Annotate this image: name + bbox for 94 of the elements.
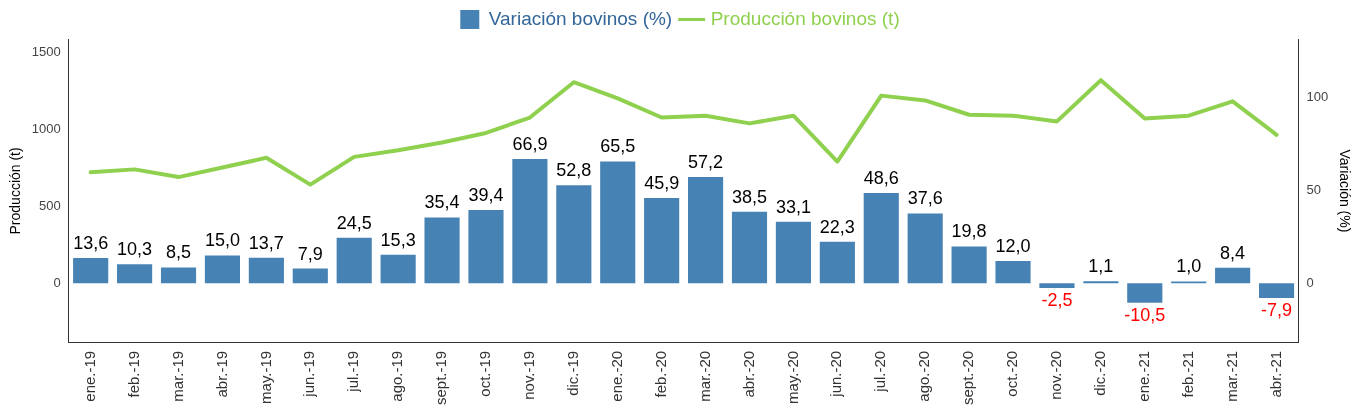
data-label: 15,0 (204, 230, 240, 251)
data-label: 19,8 (951, 221, 987, 242)
x-tick-label: sept.-19 (432, 350, 450, 405)
bar (468, 210, 504, 284)
bar (512, 158, 548, 284)
data-label: -10,5 (1124, 304, 1166, 325)
bar (336, 237, 372, 284)
x-tick-label: feb.-20 (651, 350, 669, 398)
x-tick-label: abr.-20 (739, 350, 757, 398)
data-label: 65,5 (600, 136, 636, 157)
x-tick-label: jul.-20 (871, 350, 889, 393)
data-label: 45,9 (644, 172, 680, 193)
x-tick-label: dic.-19 (563, 350, 581, 396)
bar (1127, 283, 1163, 303)
data-label: 13,7 (248, 232, 284, 253)
data-label: 66,9 (512, 133, 548, 154)
x-tick-label: ago.-19 (388, 350, 406, 402)
y-tick-label: 1500 (31, 43, 61, 59)
y2-tick-label: 0 (1306, 274, 1314, 290)
data-label: 10,3 (117, 239, 153, 260)
data-label: 33,1 (775, 196, 811, 217)
x-tick-label: oct.-20 (1003, 350, 1021, 397)
x-tick-label: mar.-21 (1222, 350, 1240, 402)
bar (951, 246, 987, 284)
bar (731, 211, 768, 284)
data-label: 1,0 (1176, 256, 1202, 277)
data-label: 8,4 (1220, 242, 1246, 263)
data-label: 52,8 (556, 160, 592, 181)
data-label: 48,6 (863, 167, 899, 188)
x-tick-label: mar.-20 (695, 350, 713, 402)
x-tick-label: feb.-19 (124, 350, 142, 398)
data-label: 38,5 (731, 186, 768, 207)
data-label: 13,6 (73, 232, 109, 253)
y-tick-label: 500 (39, 197, 61, 213)
bar (248, 257, 284, 284)
x-tick-label: jun.-19 (300, 350, 318, 398)
data-label: -7,9 (1261, 299, 1293, 320)
x-tick-label: oct.-19 (476, 350, 494, 397)
bar (688, 176, 724, 284)
data-label: 12,0 (995, 235, 1031, 256)
bar (775, 221, 811, 284)
bar (1039, 283, 1075, 288)
x-tick-label: mar.-19 (168, 350, 186, 402)
x-tick-label: may.-19 (256, 350, 274, 404)
x-tick-label: dic.-20 (1091, 350, 1109, 396)
y2-axis-title: Variación (%) (1336, 149, 1353, 233)
x-tick-label: nov.-20 (1047, 350, 1065, 400)
x-tick-label: abr.-19 (212, 350, 230, 398)
bar (424, 217, 460, 284)
y-tick-label: 0 (53, 274, 61, 290)
data-label: 35,4 (424, 192, 460, 213)
y2-tick-label: 50 (1306, 181, 1321, 197)
data-label: -2,5 (1041, 289, 1073, 310)
x-tick-label: feb.-21 (1178, 350, 1196, 398)
bar (819, 241, 855, 284)
x-tick-label: jul.-19 (344, 350, 362, 393)
legend-label: Producción bovinos (t) (710, 7, 900, 29)
data-label: 22,3 (819, 216, 855, 237)
x-tick-label: abr.-21 (1266, 350, 1284, 398)
x-tick-label: ene.-20 (607, 350, 625, 402)
data-label: 57,2 (688, 151, 724, 172)
x-tick-label: nov.-19 (520, 350, 538, 400)
bar (1215, 267, 1251, 284)
bar (1258, 283, 1295, 298)
bar (117, 264, 153, 284)
y2-tick-label: 100 (1306, 88, 1329, 104)
bar (73, 258, 109, 284)
bar (644, 197, 680, 284)
data-label: 39,4 (468, 185, 504, 206)
bar (863, 192, 899, 284)
bar (556, 185, 592, 284)
x-tick-label: jun.-20 (827, 350, 845, 398)
y-tick-label: 1000 (31, 120, 61, 136)
data-label: 7,9 (297, 243, 323, 264)
data-label: 8,5 (166, 242, 192, 263)
bar (1083, 281, 1119, 284)
data-label: 1,1 (1088, 256, 1114, 277)
y-axis-title: Producción (t) (7, 147, 24, 235)
x-tick-label: ago.-20 (915, 350, 933, 402)
x-tick-label: ene.-19 (80, 350, 98, 402)
bar (160, 267, 197, 284)
bar (204, 255, 241, 284)
data-label: 37,6 (907, 188, 943, 209)
legend-label: Variación bovinos (%) (488, 7, 673, 29)
data-label: 24,5 (336, 212, 372, 233)
bar (380, 254, 416, 284)
bar (292, 268, 328, 284)
bar (995, 260, 1031, 284)
bar (600, 161, 636, 284)
x-tick-label: sept.-20 (959, 350, 977, 405)
x-tick-label: may.-20 (783, 350, 801, 404)
x-tick-label: ene.-21 (1134, 350, 1152, 402)
data-label: 15,3 (380, 229, 416, 250)
bar (907, 213, 943, 284)
